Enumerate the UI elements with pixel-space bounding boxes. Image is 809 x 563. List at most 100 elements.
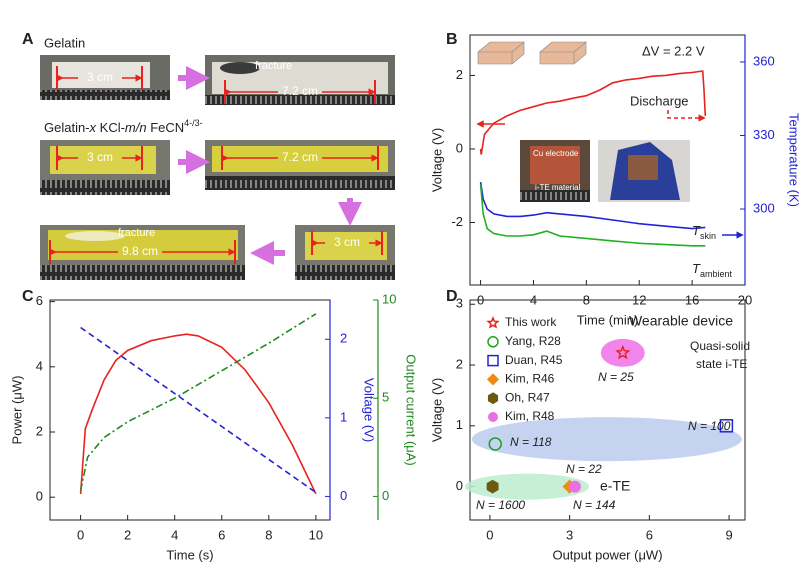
caption-part: FeCN (147, 120, 185, 135)
caption-part: Gelatin- (44, 120, 90, 135)
label-sub: ambient (700, 269, 733, 279)
y3-tick-label: 5 (382, 390, 389, 405)
x-axis-label: Time (s) (166, 547, 213, 562)
legend-label: Duan, R45 (505, 353, 563, 367)
y-tick-label: 2 (456, 356, 463, 371)
length-label: 9.8 cm (122, 244, 158, 258)
photo (40, 140, 170, 195)
y3-tick-label: 0 (382, 488, 389, 503)
plot-frame (469, 299, 746, 521)
legend-label: Kim, R48 (505, 409, 555, 423)
panel-label: B (446, 31, 458, 48)
data-line (479, 70, 707, 155)
region (465, 473, 590, 500)
y3-tick-label: 10 (382, 291, 396, 306)
annotation: N = 118 (510, 435, 552, 449)
caption-part: KCl- (96, 120, 125, 135)
fracture-label: fracture (118, 227, 155, 239)
panel-label: A (22, 31, 34, 48)
data-line (79, 333, 317, 495)
length-label: 7.2 cm (282, 84, 318, 98)
y3-axis-label: Output current (μA) (404, 354, 419, 466)
length-label: 3 cm (334, 235, 360, 249)
y-axis-label: Voltage (V) (429, 378, 444, 442)
y2-axis-label: Voltage (V) (362, 378, 377, 442)
annotation: Wearable device (629, 313, 733, 329)
y-tick-label: 2 (456, 67, 463, 82)
annotation: e-TE (600, 478, 630, 494)
y2-tick-label: 360 (753, 53, 775, 68)
x-tick-label: 6 (646, 527, 653, 542)
photo (205, 55, 395, 105)
photo (295, 225, 395, 280)
x-tick-label: 9 (725, 527, 732, 542)
region (600, 338, 645, 367)
marker (568, 480, 581, 493)
x-tick-label: 3 (566, 527, 573, 542)
legend-marker (488, 412, 498, 422)
legend-marker (486, 373, 500, 386)
y-tick-label: 2 (36, 423, 43, 438)
y2-tick-label: 2 (340, 331, 347, 346)
x-tick-label: 2 (124, 527, 131, 542)
y-tick-label: 0 (456, 478, 463, 493)
y-axis-label: Power (μW) (9, 376, 24, 445)
data-line (479, 181, 706, 230)
legend-label: This work (505, 315, 557, 329)
y-tick-label: 4 (36, 358, 43, 373)
annotation: N = 1600 (476, 498, 525, 512)
length-label: 7.2 cm (282, 150, 318, 164)
x-axis-label: Output power (μW) (552, 547, 662, 562)
x-tick-label: 10 (309, 527, 323, 542)
region (471, 417, 742, 462)
annotation: Discharge (630, 93, 689, 108)
legend-marker (487, 336, 499, 348)
data-line (80, 326, 317, 494)
y-tick-label: 6 (36, 293, 43, 308)
label-text: T (692, 223, 701, 238)
x-axis-label: Time (min) (577, 312, 639, 327)
annotation: N = 100 (688, 419, 731, 433)
label-sub: skin (700, 231, 716, 241)
photo (205, 140, 395, 190)
legend-marker (487, 354, 499, 367)
series-label: Tambient (692, 261, 732, 279)
y2-tick-label: 300 (753, 200, 775, 215)
x-tick-label: 4 (171, 527, 178, 542)
annotation: N = 25 (598, 370, 634, 384)
data-line (79, 313, 317, 491)
marker (615, 344, 631, 360)
y-tick-label: 3 (456, 296, 463, 311)
annotation: Quasi-solid (690, 339, 750, 353)
x-tick-label: 8 (265, 527, 272, 542)
y2-tick-label: 1 (340, 409, 347, 424)
y2-tick-label: 0 (340, 488, 347, 503)
legend-label: Yang, R28 (505, 334, 561, 348)
y2-axis-label: Temperature (K) (787, 113, 802, 207)
caption-part: 4-/3- (184, 118, 203, 128)
caption-part: m/n (125, 120, 147, 135)
data-line (479, 184, 706, 247)
length-label: 3 cm (87, 150, 113, 164)
marker (486, 479, 499, 494)
y-tick-label: -2 (451, 214, 463, 229)
legend-label: Oh, R47 (505, 390, 550, 404)
marker (488, 437, 502, 451)
y2-tick-label: 330 (753, 127, 775, 142)
panel-label: D (446, 288, 458, 305)
caption: Gelatin-x KCl-m/n FeCN4-/3- (44, 118, 203, 135)
label-text: T (692, 261, 701, 276)
caption: Gelatin (44, 35, 85, 50)
length-label: 3 cm (87, 70, 113, 84)
y-axis-label: Voltage (V) (429, 128, 444, 192)
y-tick-label: 0 (36, 489, 43, 504)
legend-marker (487, 392, 499, 405)
x-tick-label: 0 (77, 527, 84, 542)
annotation: N = 144 (573, 498, 616, 512)
panel-label: C (22, 288, 34, 305)
series-label: Tskin (692, 223, 716, 241)
legend-marker (486, 316, 500, 329)
annotation: i-TE material (535, 183, 581, 192)
insets (477, 41, 690, 202)
